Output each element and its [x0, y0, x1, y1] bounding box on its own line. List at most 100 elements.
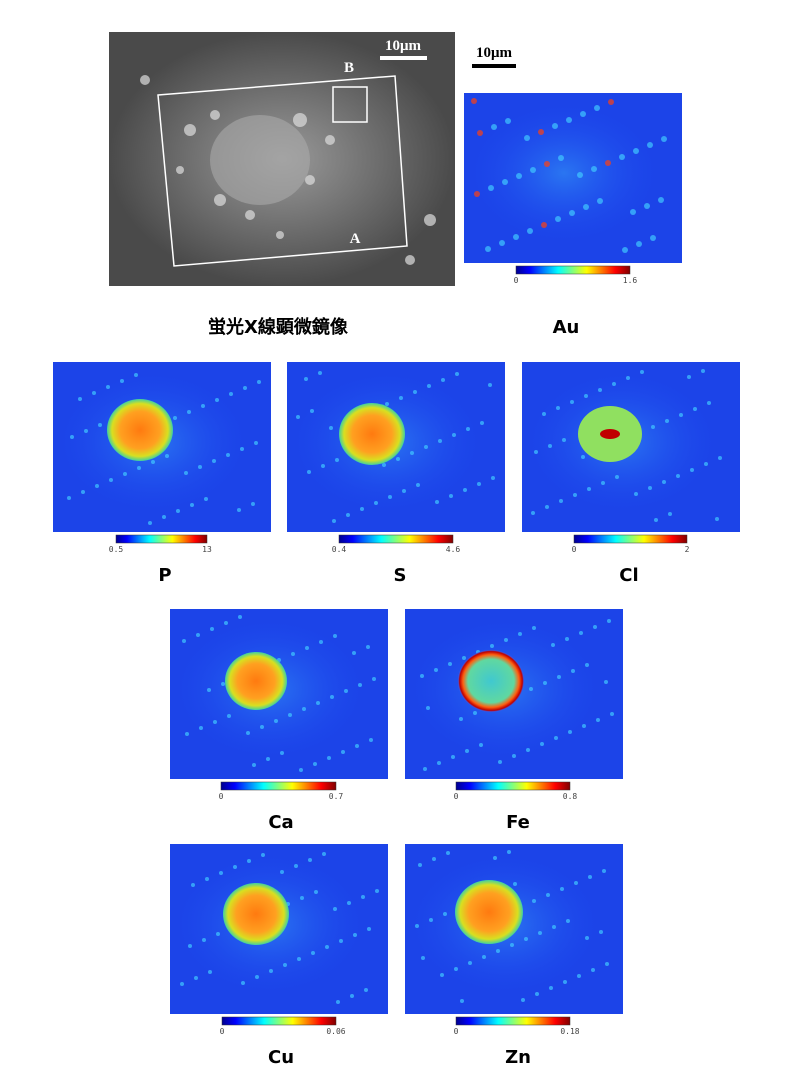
- speckle: [221, 682, 225, 686]
- speckle: [382, 463, 386, 467]
- speckle: [427, 384, 431, 388]
- speckle: [162, 515, 166, 519]
- speckle: [360, 507, 364, 511]
- speckle: [352, 651, 356, 655]
- speckle: [313, 762, 317, 766]
- speckle: [479, 743, 483, 747]
- element-label: Zn: [505, 1047, 531, 1068]
- speckle: [560, 887, 564, 891]
- speckle: [432, 857, 436, 861]
- speckle: [283, 963, 287, 967]
- speckle: [254, 441, 258, 445]
- speckle: [106, 385, 110, 389]
- speckle: [180, 982, 184, 986]
- speckle: [599, 930, 603, 934]
- speckle: [477, 482, 481, 486]
- speckle: [137, 466, 141, 470]
- speckle: [488, 383, 492, 387]
- speckle: [510, 943, 514, 947]
- speckle: [640, 370, 644, 374]
- speckle: [488, 185, 494, 191]
- speckle: [563, 980, 567, 984]
- speckle: [449, 494, 453, 498]
- speckle: [329, 426, 333, 430]
- speckle: [70, 435, 74, 439]
- speckle: [421, 956, 425, 960]
- speckle: [305, 646, 309, 650]
- colorbar-max: 1.6: [623, 276, 638, 285]
- speckle: [574, 881, 578, 885]
- speckle: [648, 486, 652, 490]
- speckle: [502, 179, 508, 185]
- speckle: [604, 680, 608, 684]
- speckle: [448, 662, 452, 666]
- speckle: [577, 172, 583, 178]
- region-label: A: [350, 231, 361, 247]
- colorbar-min: 0: [220, 1027, 225, 1036]
- speckle: [480, 421, 484, 425]
- colorbar: [220, 781, 337, 791]
- speckle: [605, 160, 611, 166]
- colorbar-min: 0.5: [109, 545, 124, 554]
- speckle: [327, 756, 331, 760]
- element-label: Cl: [619, 565, 638, 586]
- speckle: [535, 992, 539, 996]
- speckle: [311, 951, 315, 955]
- speckle: [542, 412, 546, 416]
- speckle: [269, 969, 273, 973]
- speckle: [718, 456, 722, 460]
- element-label: Cu: [268, 1047, 294, 1068]
- speckle: [647, 142, 653, 148]
- speckle: [229, 392, 233, 396]
- speckle: [679, 413, 683, 417]
- colorbar-max: 0.06: [326, 1027, 345, 1036]
- speckle: [597, 198, 603, 204]
- speckle: [341, 750, 345, 754]
- speckle: [521, 998, 525, 1002]
- speckle: [668, 512, 672, 516]
- colorbar-max: 0.18: [560, 1027, 579, 1036]
- speckle: [310, 409, 314, 413]
- speckle: [715, 517, 719, 521]
- speckle: [559, 499, 563, 503]
- speckle: [562, 438, 566, 442]
- speckle: [196, 633, 200, 637]
- speckle: [81, 490, 85, 494]
- speckle: [651, 425, 655, 429]
- speckle: [601, 481, 605, 485]
- speckle: [498, 760, 502, 764]
- speckle: [302, 707, 306, 711]
- speckle: [556, 406, 560, 410]
- speckle: [582, 724, 586, 728]
- speckle: [482, 955, 486, 959]
- speckle: [554, 736, 558, 740]
- speckle: [385, 402, 389, 406]
- speckle: [593, 625, 597, 629]
- speckle: [437, 761, 441, 765]
- speckle: [241, 981, 245, 985]
- speckle: [538, 931, 542, 935]
- speckle: [527, 228, 533, 234]
- speckle: [466, 427, 470, 431]
- speckle: [353, 933, 357, 937]
- speckle: [587, 487, 591, 491]
- speckle: [123, 472, 127, 476]
- speckle: [346, 513, 350, 517]
- scale-label: 10μm: [385, 38, 422, 54]
- speckle: [335, 458, 339, 462]
- speckle: [304, 377, 308, 381]
- speckle: [570, 400, 574, 404]
- speckle: [551, 643, 555, 647]
- speckle: [513, 234, 519, 240]
- speckle: [184, 471, 188, 475]
- speckle: [524, 937, 528, 941]
- speckle: [662, 480, 666, 484]
- speckle: [413, 390, 417, 394]
- speckle: [260, 725, 264, 729]
- speckle: [98, 423, 102, 427]
- colorbar: [221, 1016, 337, 1026]
- speckle: [67, 496, 71, 500]
- speckle: [636, 241, 642, 247]
- colorbar: [573, 534, 688, 544]
- speckle: [516, 173, 522, 179]
